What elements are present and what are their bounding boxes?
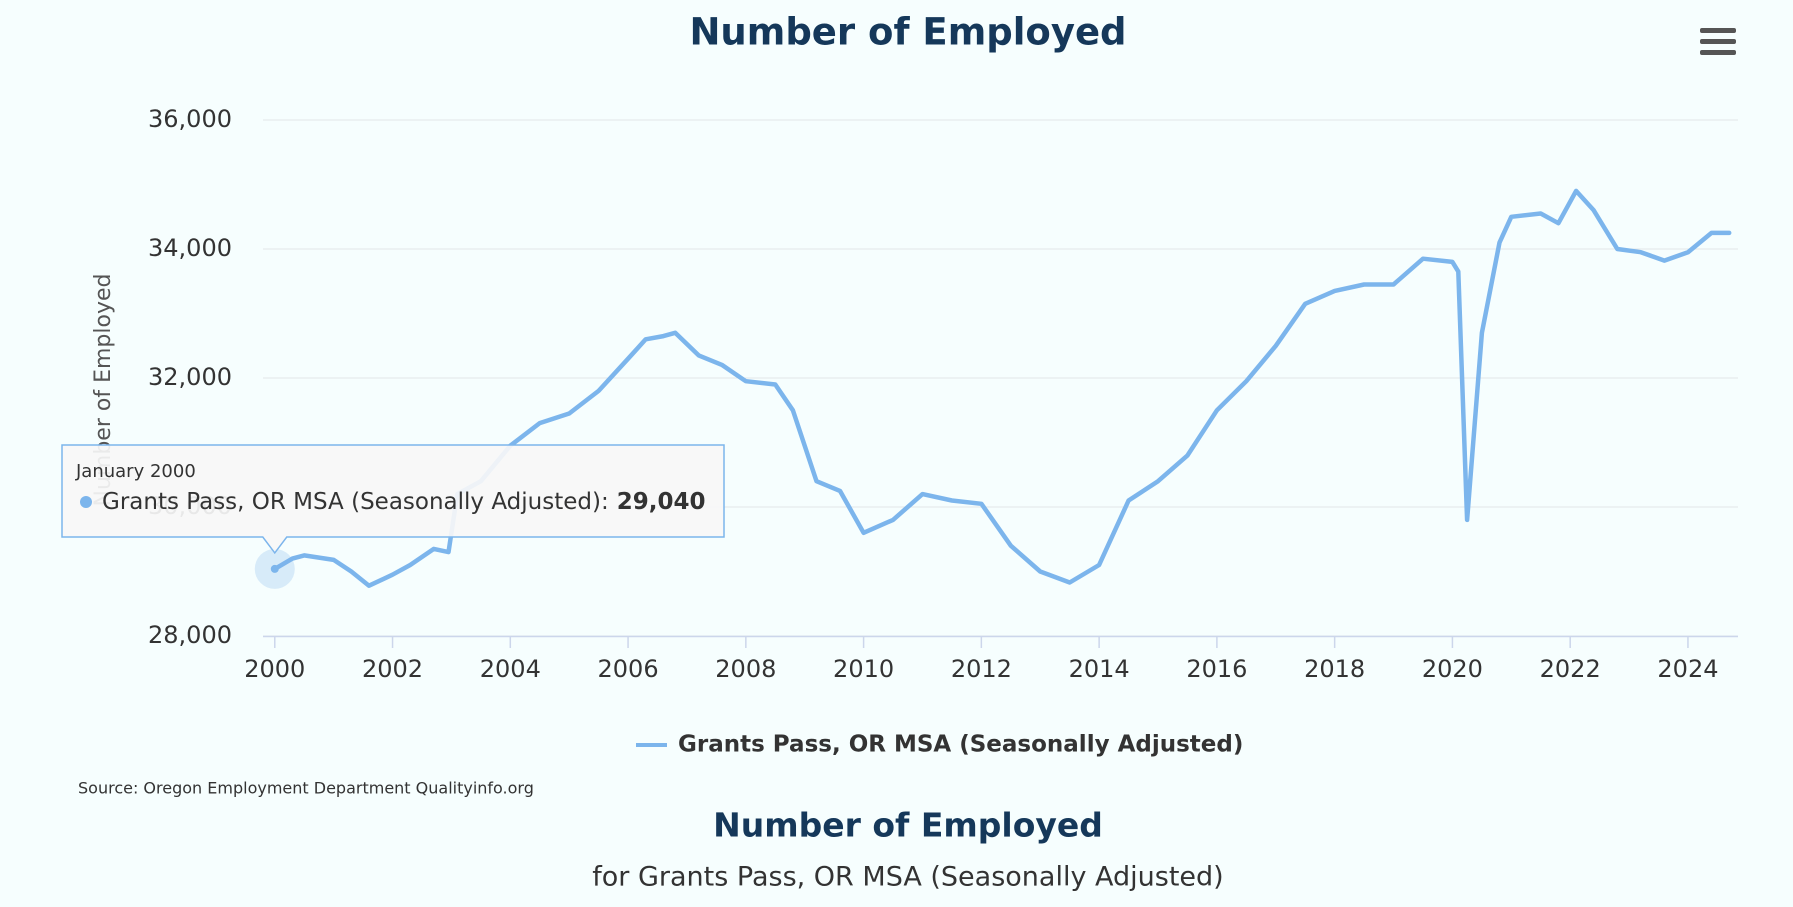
chart-title: Number of Employed bbox=[689, 11, 1126, 54]
x-tick-label: 2022 bbox=[1540, 655, 1601, 683]
x-tick-label: 2000 bbox=[244, 655, 305, 683]
tooltip-box bbox=[61, 444, 725, 555]
tooltip-dot bbox=[80, 496, 92, 508]
x-tick-label: 2002 bbox=[362, 655, 423, 683]
y-tick-label: 34,000 bbox=[148, 234, 232, 262]
menu-button[interactable] bbox=[1700, 28, 1736, 55]
x-tick-label: 2018 bbox=[1304, 655, 1365, 683]
x-tick-label: 2014 bbox=[1069, 655, 1130, 683]
x-tick-label: 2010 bbox=[833, 655, 894, 683]
footer-title: Number of Employed bbox=[713, 806, 1103, 845]
source: Source: Oregon Employment Department Qua… bbox=[78, 779, 534, 798]
x-tick-label: 2004 bbox=[480, 655, 541, 683]
x-tick-label: 2008 bbox=[715, 655, 776, 683]
tooltip-value: 29,040 bbox=[617, 489, 706, 515]
x-tick-label: 2012 bbox=[951, 655, 1012, 683]
tooltip-line: Grants Pass, OR MSA (Seasonally Adjusted… bbox=[102, 489, 705, 515]
tooltip: January 2000 Grants Pass, OR MSA (Seasona… bbox=[61, 444, 725, 555]
footer-subtitle: for Grants Pass, OR MSA (Seasonally Adju… bbox=[592, 862, 1223, 893]
legend-item: Grants Pass, OR MSA (Seasonally Adjusted… bbox=[636, 732, 1243, 758]
x-tick-label: 2006 bbox=[598, 655, 659, 683]
hover-point bbox=[270, 564, 279, 573]
legend-label: Grants Pass, OR MSA (Seasonally Adjusted… bbox=[678, 732, 1243, 758]
y-tick-label: 32,000 bbox=[148, 363, 232, 391]
x-tick-label: 2020 bbox=[1422, 655, 1483, 683]
tooltip-title: January 2000 bbox=[75, 461, 196, 482]
x-tick-label: 2016 bbox=[1186, 655, 1247, 683]
y-tick-label: 28,000 bbox=[148, 621, 232, 649]
x-tick-label: 2024 bbox=[1657, 655, 1718, 683]
y-tick-label: 36,000 bbox=[148, 105, 232, 133]
tooltip-series: Grants Pass, OR MSA (Seasonally Adjusted… bbox=[102, 489, 609, 515]
